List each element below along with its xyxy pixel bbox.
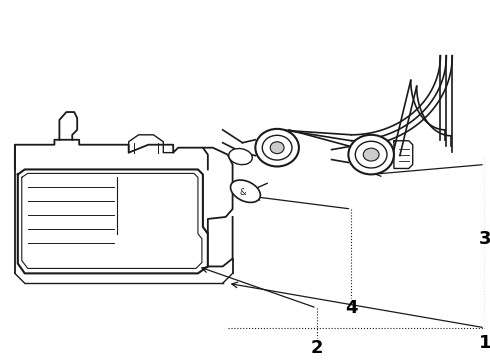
Text: 3: 3 [479,230,490,248]
Ellipse shape [355,141,387,168]
Text: &: & [239,188,246,197]
Ellipse shape [255,129,299,166]
Ellipse shape [348,135,394,174]
Text: 1: 1 [479,334,490,352]
Text: 4: 4 [345,299,358,317]
Ellipse shape [229,149,252,165]
Text: 2: 2 [311,339,323,357]
Ellipse shape [262,135,292,160]
Ellipse shape [270,142,284,154]
Ellipse shape [363,148,379,161]
Ellipse shape [230,180,260,202]
